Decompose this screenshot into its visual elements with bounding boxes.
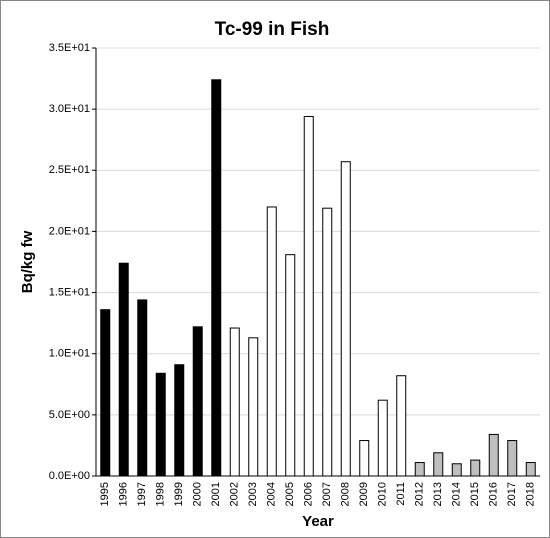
y-axis-label: Bq/kg fw (19, 230, 36, 293)
y-tick-label: 5.0E+00 (49, 409, 90, 421)
bar (100, 309, 111, 477)
x-tick-label: 2006 (303, 482, 315, 506)
bar (174, 364, 185, 477)
bar (507, 440, 518, 477)
y-tick-label: 2.5E+01 (49, 164, 90, 176)
bar (211, 79, 222, 477)
x-tick-label: 2002 (229, 482, 241, 506)
bar (340, 161, 351, 477)
y-tick-label: 1.5E+01 (49, 286, 90, 298)
x-tick-label: 2001 (210, 482, 222, 506)
bar (303, 115, 314, 477)
bar (451, 463, 462, 477)
x-tick-label: 2007 (321, 482, 333, 506)
bar (322, 207, 333, 477)
y-tick-label: 3.5E+01 (49, 42, 90, 54)
x-tick-label: 2004 (266, 482, 278, 506)
bar (359, 440, 370, 477)
bar (433, 452, 444, 477)
x-tick-label: 2018 (525, 482, 537, 506)
y-tick-label: 0.0E+00 (49, 470, 90, 482)
bar (377, 399, 388, 477)
x-tick-label: 1998 (155, 482, 167, 506)
bar (414, 462, 425, 477)
bar (118, 262, 129, 477)
bar (525, 462, 536, 477)
y-tick-label: 2.0E+01 (49, 225, 90, 237)
x-tick-label: 2013 (432, 482, 444, 506)
x-axis-label: Year (302, 513, 334, 530)
y-tick-label: 1.0E+01 (49, 348, 90, 360)
y-tick-label: 3.0E+01 (49, 103, 90, 115)
bar (137, 299, 148, 477)
bar (285, 254, 296, 477)
bar (266, 206, 277, 477)
x-tick-label: 2017 (506, 482, 518, 506)
x-tick-label: 2011 (395, 482, 407, 506)
x-tick-label: 1995 (99, 482, 111, 506)
chart-title: Tc-99 in Fish (215, 19, 330, 40)
x-tick-label: 2009 (358, 482, 370, 506)
x-tick-label: 2000 (192, 482, 204, 506)
x-tick-label: 2010 (377, 482, 389, 506)
x-tick-label: 1997 (136, 482, 148, 506)
bar (248, 337, 259, 477)
x-tick-label: 2014 (451, 482, 463, 506)
bar (396, 375, 407, 477)
x-tick-label: 1999 (173, 482, 185, 506)
x-tick-label: 1996 (118, 482, 130, 506)
bar (192, 326, 203, 477)
bar (470, 459, 481, 477)
x-tick-label: 2012 (414, 482, 426, 506)
x-tick-label: 2008 (340, 482, 352, 506)
x-tick-label: 2015 (469, 482, 481, 506)
x-tick-label: 2005 (284, 482, 296, 506)
bar (229, 327, 240, 477)
x-tick-label: 2016 (488, 482, 500, 506)
bar (488, 433, 499, 477)
x-tick-label: 2003 (247, 482, 259, 506)
bar (155, 372, 166, 477)
